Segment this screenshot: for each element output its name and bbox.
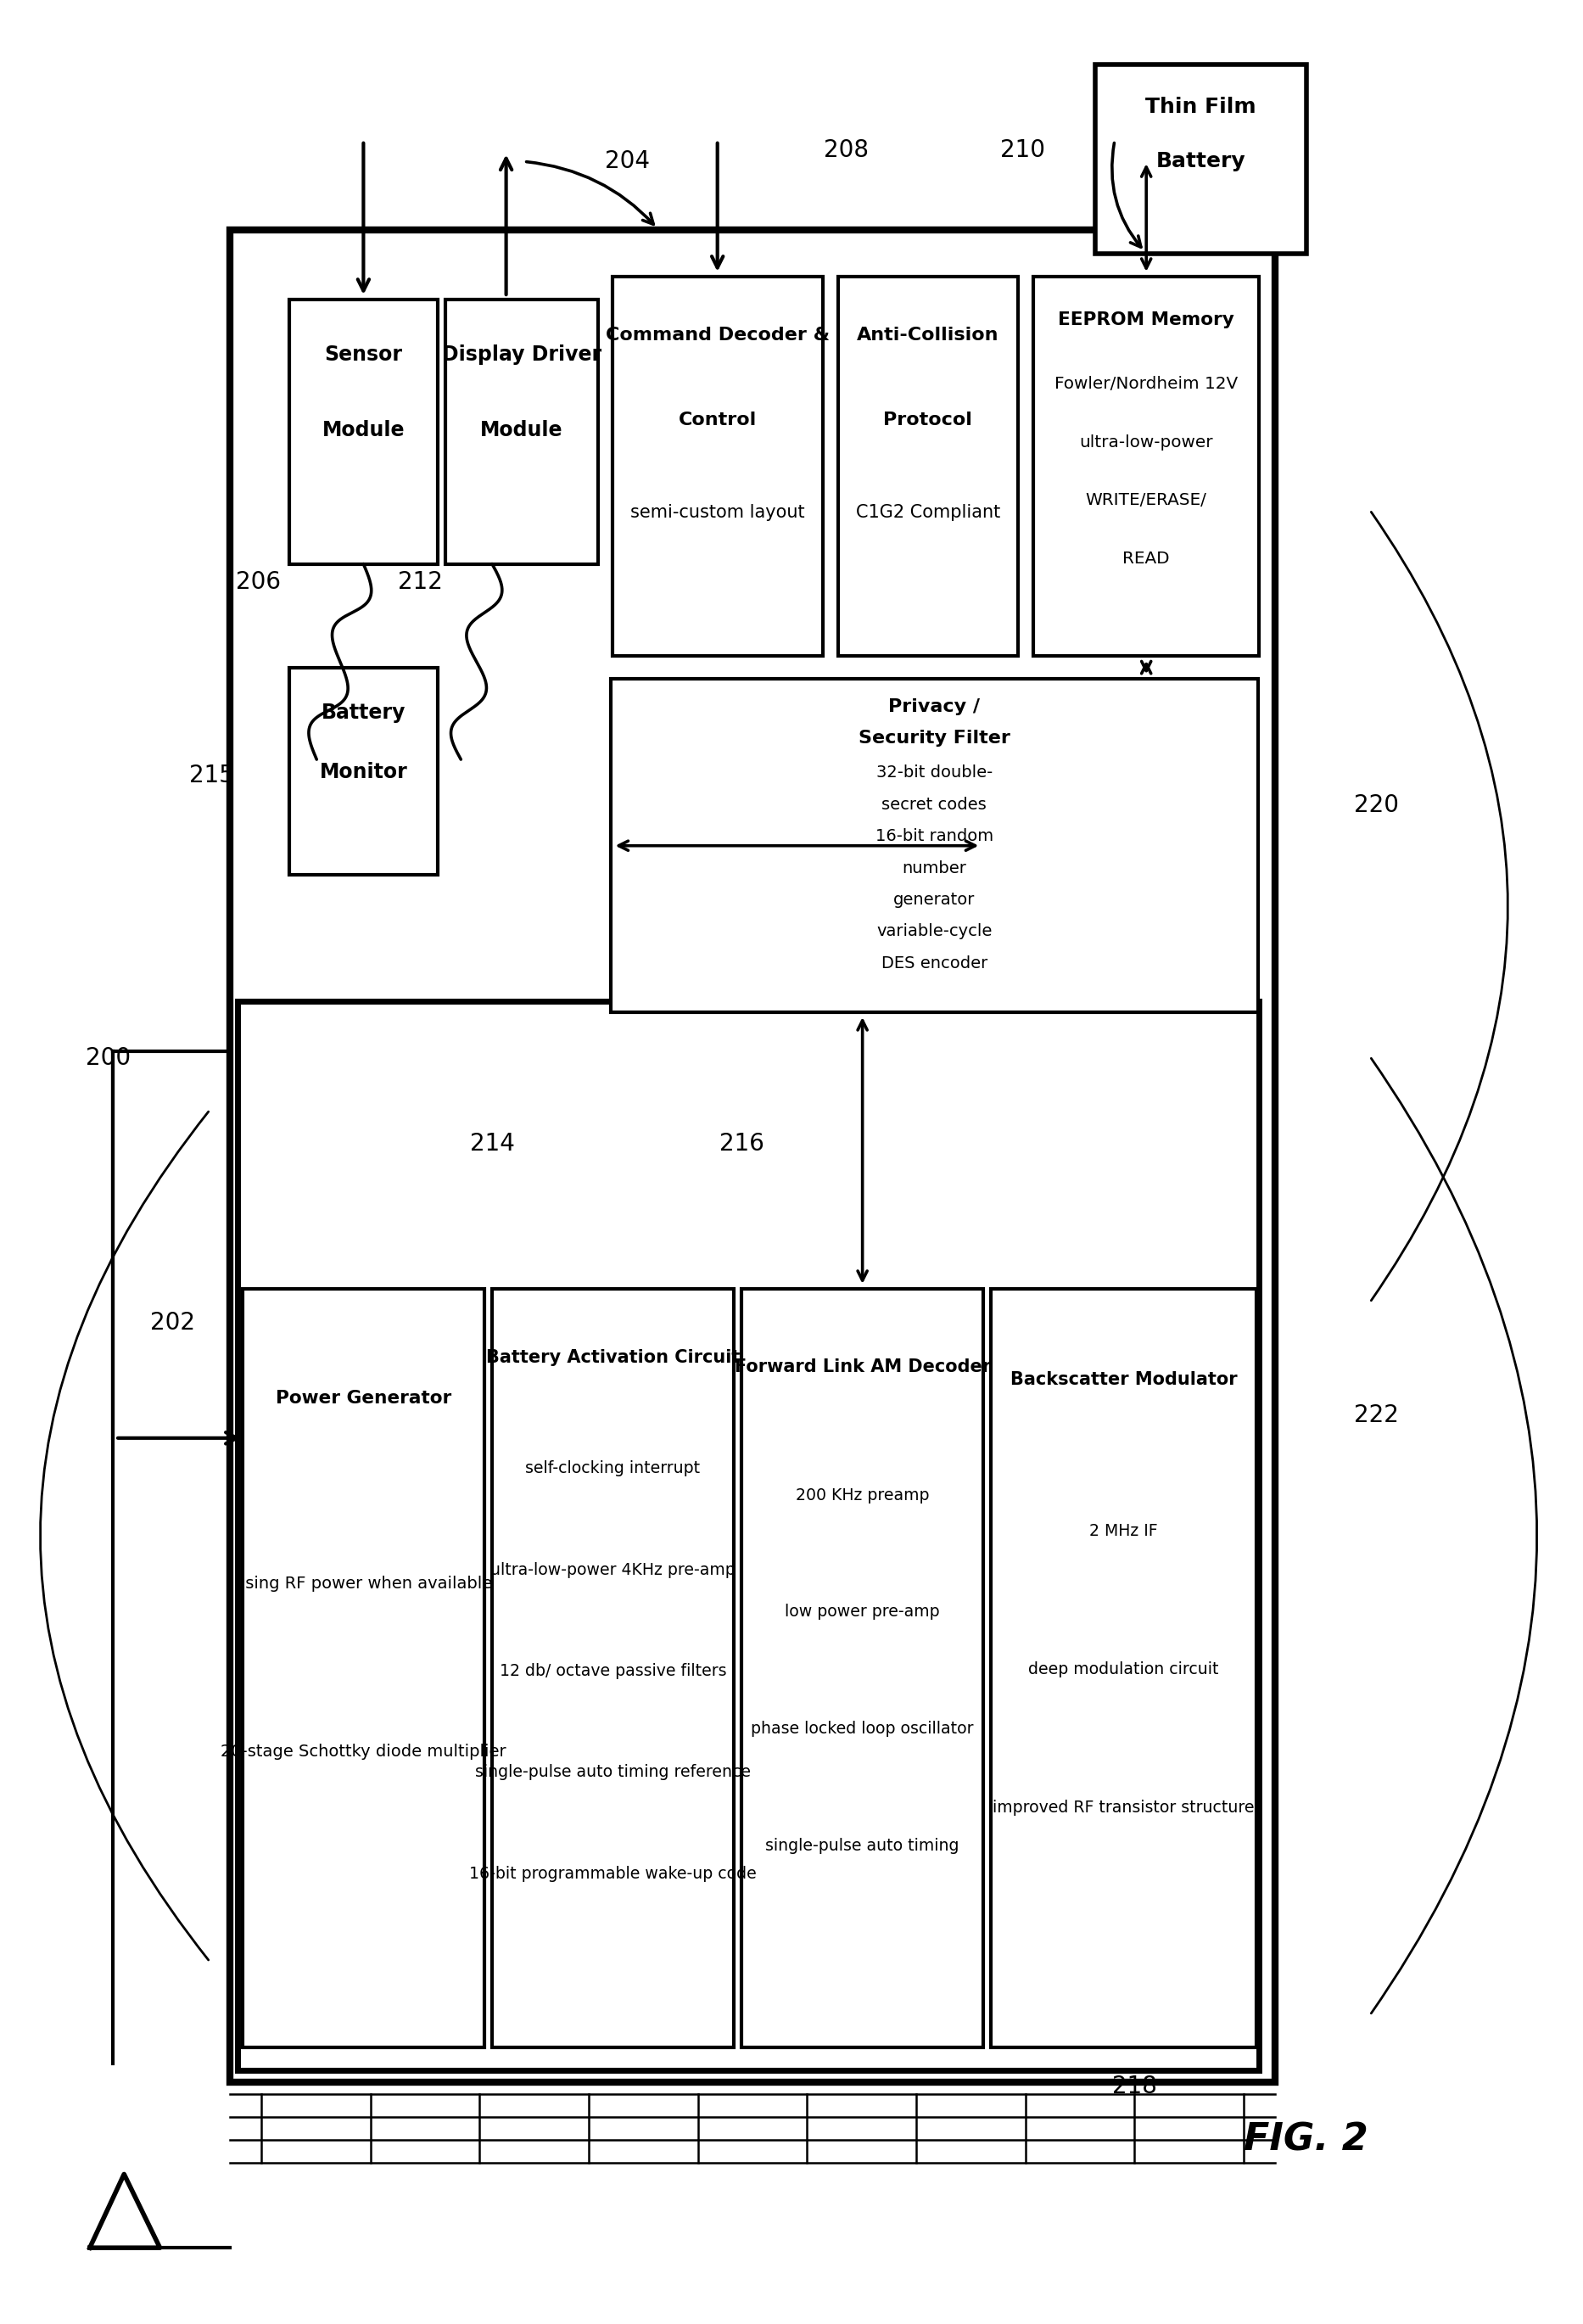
Text: Backscatter Modulator: Backscatter Modulator: [1010, 1371, 1238, 1387]
Bar: [290, 300, 437, 565]
Bar: [839, 277, 1018, 655]
Bar: [741, 1287, 983, 2047]
Text: single-pulse auto timing reference: single-pulse auto timing reference: [475, 1764, 750, 1780]
Text: 200 KHz preamp: 200 KHz preamp: [796, 1487, 929, 1504]
Text: improved RF transistor structure: improved RF transistor structure: [993, 1799, 1254, 1815]
Text: 2 MHz IF: 2 MHz IF: [1089, 1522, 1157, 1538]
Bar: [290, 667, 437, 874]
Bar: [613, 277, 823, 655]
Text: Module: Module: [480, 421, 564, 442]
Text: Monitor: Monitor: [320, 762, 407, 783]
Text: C1G2 Compliant: C1G2 Compliant: [856, 504, 1000, 521]
Text: 220: 220: [1353, 792, 1399, 818]
Text: WRITE/ERASE/: WRITE/ERASE/: [1086, 493, 1206, 509]
Text: 16-bit random: 16-bit random: [875, 827, 993, 844]
Bar: [1095, 65, 1306, 253]
Text: Thin Film: Thin Film: [1146, 98, 1257, 119]
Text: 215: 215: [188, 765, 234, 788]
Bar: [991, 1287, 1257, 2047]
Text: Fowler/Nordheim 12V: Fowler/Nordheim 12V: [1054, 376, 1238, 393]
Text: Display Driver: Display Driver: [442, 344, 602, 365]
Text: single-pulse auto timing: single-pulse auto timing: [766, 1838, 959, 1855]
Text: Command Decoder &: Command Decoder &: [605, 328, 829, 344]
Text: ultra-low-power 4KHz pre-amp: ultra-low-power 4KHz pre-amp: [491, 1562, 736, 1578]
Text: 206: 206: [236, 569, 280, 595]
Text: 212: 212: [397, 569, 443, 595]
Text: using RF power when available: using RF power when available: [234, 1576, 492, 1592]
Text: Control: Control: [678, 411, 757, 428]
Text: Forward Link AM Decoder: Forward Link AM Decoder: [735, 1360, 991, 1376]
Bar: [1034, 277, 1260, 655]
Text: Power Generator: Power Generator: [275, 1390, 451, 1406]
Text: Battery: Battery: [1156, 151, 1246, 172]
Text: 202: 202: [150, 1311, 195, 1334]
Text: 218: 218: [1113, 2075, 1157, 2099]
Text: 210: 210: [1000, 137, 1045, 163]
Text: 222: 222: [1353, 1404, 1399, 1427]
Text: 216: 216: [719, 1132, 765, 1155]
Text: Security Filter: Security Filter: [858, 730, 1010, 746]
Text: Anti-Collision: Anti-Collision: [856, 328, 999, 344]
Text: Privacy /: Privacy /: [888, 697, 980, 716]
Text: ultra-low-power: ultra-low-power: [1080, 435, 1213, 451]
Bar: [445, 300, 598, 565]
Text: phase locked loop oscillator: phase locked loop oscillator: [750, 1720, 974, 1736]
Text: 12 db/ octave passive filters: 12 db/ octave passive filters: [500, 1664, 727, 1680]
Text: EEPROM Memory: EEPROM Memory: [1057, 311, 1235, 328]
Text: generator: generator: [893, 892, 975, 909]
Bar: [492, 1287, 735, 2047]
Text: semi-custom layout: semi-custom layout: [630, 504, 804, 521]
Text: 20-stage Schottky diode multiplier: 20-stage Schottky diode multiplier: [220, 1743, 507, 1759]
Bar: [237, 1002, 1260, 2071]
Text: number: number: [902, 860, 966, 876]
Text: 32-bit double-: 32-bit double-: [875, 765, 993, 781]
Text: Sensor: Sensor: [325, 344, 402, 365]
Polygon shape: [90, 2175, 160, 2247]
Text: low power pre-amp: low power pre-amp: [785, 1604, 940, 1620]
Text: self-clocking interrupt: self-clocking interrupt: [526, 1459, 700, 1476]
Text: 208: 208: [823, 137, 869, 163]
Text: 16-bit programmable wake-up code: 16-bit programmable wake-up code: [469, 1866, 757, 1882]
Text: Battery: Battery: [321, 702, 405, 723]
Text: READ: READ: [1122, 551, 1170, 567]
Text: variable-cycle: variable-cycle: [877, 923, 993, 939]
Text: Battery Activation Circuit: Battery Activation Circuit: [486, 1350, 739, 1367]
Text: secret codes: secret codes: [882, 797, 986, 813]
Text: 200: 200: [85, 1046, 131, 1071]
Bar: [611, 679, 1258, 1013]
Text: 204: 204: [605, 149, 651, 174]
Text: DES encoder: DES encoder: [882, 955, 988, 971]
Text: Protocol: Protocol: [883, 411, 972, 428]
Bar: [230, 230, 1274, 2082]
Text: Module: Module: [321, 421, 405, 442]
Bar: [242, 1287, 484, 2047]
Text: FIG. 2: FIG. 2: [1244, 2122, 1368, 2159]
Text: deep modulation circuit: deep modulation circuit: [1029, 1662, 1219, 1678]
Text: 214: 214: [470, 1132, 514, 1155]
